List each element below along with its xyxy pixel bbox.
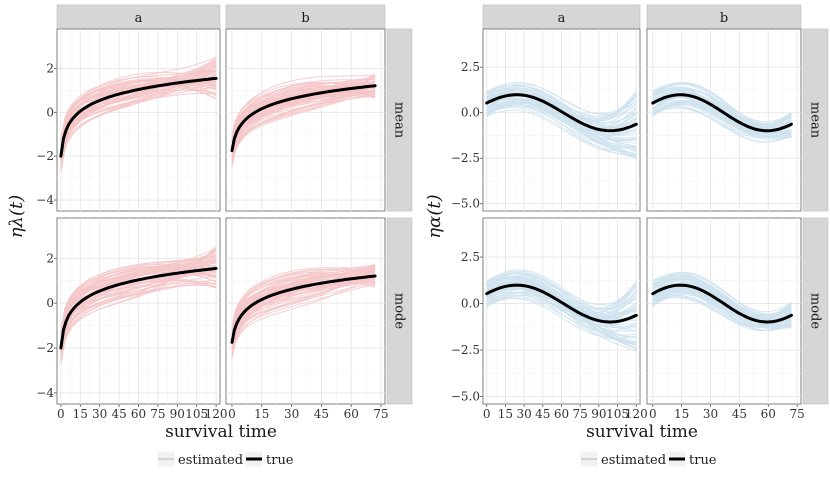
y-tick-label: 0 — [46, 296, 54, 310]
panel-mode-b — [647, 218, 801, 404]
y-axis-label: ηλ(t) — [6, 195, 27, 238]
x-tick-label: 15 — [73, 407, 88, 421]
x-tick-label: 75 — [150, 407, 165, 421]
legend-label: estimated — [178, 453, 243, 468]
x-tick-label: 75 — [790, 407, 805, 421]
y-tick-label: 2 — [46, 61, 54, 75]
facet-strip-mode: mode — [387, 218, 412, 404]
x-tick-label: 90 — [591, 407, 606, 421]
legend-label: estimated — [601, 453, 666, 468]
panel-mode-a — [483, 218, 640, 404]
y-tick-label: 0 — [46, 105, 54, 119]
panel-mean-a — [483, 29, 640, 211]
y-tick-label: −2.5 — [451, 151, 480, 165]
panel-mean-b — [226, 29, 385, 211]
x-axis-label: survival time — [165, 422, 277, 442]
x-tick-label: 0 — [228, 407, 236, 421]
panel-group-right: a0 15 30 45 60 75 90 105120−5.0−2.50.02.5−5.0−2… — [424, 5, 828, 468]
legend: estimated true — [580, 451, 717, 468]
y-tick-label: −2 — [36, 149, 54, 163]
x-tick-label: 30 — [92, 407, 107, 421]
strip-label: mean — [808, 102, 823, 139]
y-tick-label: −4 — [36, 193, 54, 207]
y-tick-label: 2 — [46, 251, 54, 265]
panel-mode-a — [57, 218, 220, 404]
strip-label: b — [720, 11, 728, 26]
x-tick-label: 30 — [284, 407, 299, 421]
x-tick-label: 15 — [674, 407, 689, 421]
panel-mean-a — [57, 29, 220, 211]
facet-strip-mean: mean — [803, 29, 828, 211]
y-tick-label: −5.0 — [451, 197, 480, 211]
x-tick-label: 45 — [111, 407, 126, 421]
x-tick-label: 75 — [573, 407, 588, 421]
facet-strip-a: a — [483, 5, 640, 29]
x-axis-label: survival time — [586, 422, 698, 442]
x-tick-label: 45 — [535, 407, 550, 421]
x-tick-label: 120 — [205, 407, 228, 421]
strip-label: mode — [392, 293, 407, 329]
panel-group-left: a0 15 30 45 60 75 90 105120−4−202−4−202b0 15 30 45… — [6, 5, 412, 468]
x-tick-label: 30 — [516, 407, 531, 421]
x-tick-label: 60 — [554, 407, 569, 421]
y-tick-label: −4 — [36, 386, 54, 400]
panel-mode-b — [226, 218, 385, 404]
strip-label: b — [301, 11, 309, 26]
y-tick-label: 2.5 — [461, 250, 480, 264]
figure: a0 15 30 45 60 75 90 105120−4−202−4−202b0 15 30 45… — [0, 0, 830, 485]
x-tick-label: 15 — [254, 407, 269, 421]
legend-label: true — [266, 453, 294, 468]
y-tick-label: 0.0 — [461, 106, 480, 120]
x-tick-label: 15 — [498, 407, 513, 421]
y-tick-label: 0.0 — [461, 297, 480, 311]
y-tick-label: 2.5 — [461, 60, 480, 74]
x-tick-label: 120 — [625, 407, 648, 421]
y-tick-label: −5.0 — [451, 390, 480, 404]
strip-label: a — [558, 11, 566, 26]
x-tick-label: 60 — [344, 407, 359, 421]
facet-strip-a: a — [57, 5, 220, 29]
x-tick-label: 60 — [761, 407, 776, 421]
legend-label: true — [689, 453, 717, 468]
strip-label: mean — [392, 102, 407, 139]
x-tick-label: 45 — [314, 407, 329, 421]
x-tick-label: 0 — [483, 407, 491, 421]
x-tick-label: 75 — [373, 407, 388, 421]
y-tick-label: −2.5 — [451, 343, 480, 357]
x-tick-label: 90 — [170, 407, 185, 421]
strip-label: a — [135, 11, 143, 26]
y-tick-label: −2 — [36, 341, 54, 355]
y-axis-label: ηα(t) — [424, 194, 445, 238]
x-tick-label: 60 — [131, 407, 146, 421]
facet-strip-b: b — [226, 5, 385, 29]
x-tick-label: 0 — [57, 407, 65, 421]
panel-mean-b — [647, 29, 801, 211]
x-tick-label: 30 — [703, 407, 718, 421]
facet-strip-mode: mode — [803, 218, 828, 404]
legend: estimated true — [157, 451, 294, 468]
x-tick-label: 0 — [649, 407, 657, 421]
facet-strip-mean: mean — [387, 29, 412, 211]
strip-label: mode — [808, 293, 823, 329]
facet-strip-b: b — [647, 5, 801, 29]
x-tick-label: 45 — [732, 407, 747, 421]
